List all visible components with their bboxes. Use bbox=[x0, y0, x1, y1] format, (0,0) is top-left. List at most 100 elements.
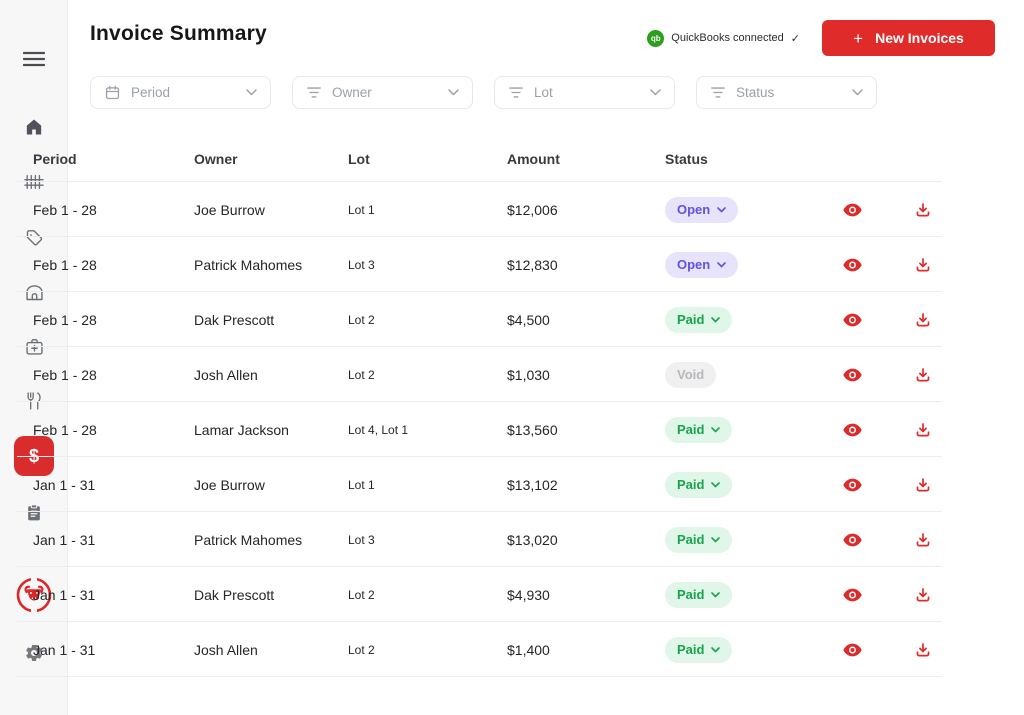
page-title: Invoice Summary bbox=[90, 22, 267, 45]
col-header-status: Status bbox=[665, 150, 708, 167]
col-header-amount: Amount bbox=[507, 150, 560, 167]
download-invoice-button[interactable] bbox=[887, 182, 958, 237]
status-badge[interactable]: Paid bbox=[665, 636, 733, 663]
cell-owner: Joe Burrow bbox=[194, 201, 265, 218]
cell-lot: Lot 2 bbox=[348, 367, 375, 382]
plus-icon: + bbox=[853, 28, 864, 48]
calendar-icon bbox=[105, 85, 120, 100]
cell-amount: $13,020 bbox=[507, 531, 558, 548]
view-invoice-button[interactable] bbox=[817, 182, 887, 237]
status-label: Paid bbox=[677, 587, 705, 602]
eye-icon bbox=[842, 643, 862, 656]
status-badge[interactable]: Paid bbox=[665, 581, 733, 608]
view-invoice-button[interactable] bbox=[817, 457, 887, 512]
download-invoice-button[interactable] bbox=[887, 347, 958, 402]
table-row: Feb 1 - 28 Josh Allen Lot 2 $1,030 Void bbox=[17, 347, 942, 402]
status-badge[interactable]: Void bbox=[665, 361, 717, 388]
chevron-down-icon bbox=[246, 89, 257, 96]
lot-filter[interactable]: Lot bbox=[494, 76, 675, 109]
cell-amount: $4,500 bbox=[507, 311, 550, 328]
cell-amount: $12,006 bbox=[507, 201, 558, 218]
owner-filter[interactable]: Owner bbox=[292, 76, 473, 109]
view-invoice-button[interactable] bbox=[817, 237, 887, 292]
cell-period: Jan 1 - 31 bbox=[33, 641, 96, 658]
download-invoice-button[interactable] bbox=[887, 292, 958, 347]
eye-icon bbox=[842, 368, 862, 381]
barn-icon[interactable] bbox=[0, 281, 68, 303]
cell-lot: Lot 1 bbox=[348, 202, 375, 217]
download-invoice-button[interactable] bbox=[887, 457, 958, 512]
cell-lot: Lot 2 bbox=[348, 587, 375, 602]
table-header: Period Owner Lot Amount Status bbox=[17, 136, 942, 182]
dollar-label: $ bbox=[28, 445, 39, 466]
period-filter[interactable]: Period bbox=[90, 76, 271, 109]
cell-period: Jan 1 - 31 bbox=[33, 476, 96, 493]
eye-icon bbox=[842, 588, 862, 601]
home-icon[interactable] bbox=[0, 117, 68, 137]
download-invoice-button[interactable] bbox=[887, 622, 958, 677]
table-row: Feb 1 - 28 Dak Prescott Lot 2 $4,500 Pai… bbox=[17, 292, 942, 347]
download-icon bbox=[916, 312, 929, 326]
chevron-down-icon bbox=[711, 536, 721, 542]
status-badge[interactable]: Open bbox=[665, 196, 739, 223]
view-invoice-button[interactable] bbox=[817, 512, 887, 567]
status-badge[interactable]: Paid bbox=[665, 306, 733, 333]
chevron-down-icon bbox=[711, 646, 721, 652]
status-badge[interactable]: Paid bbox=[665, 526, 733, 553]
view-invoice-button[interactable] bbox=[817, 402, 887, 457]
fence-icon[interactable] bbox=[0, 172, 68, 192]
download-invoice-button[interactable] bbox=[887, 512, 958, 567]
view-invoice-button[interactable] bbox=[817, 347, 887, 402]
cell-owner: Joe Burrow bbox=[194, 476, 265, 493]
new-invoices-button[interactable]: + New Invoices bbox=[822, 20, 995, 56]
cell-owner: Dak Prescott bbox=[194, 311, 275, 328]
clipboard-icon[interactable] bbox=[0, 501, 68, 523]
status-filter[interactable]: Status bbox=[696, 76, 877, 109]
briefcase-plus-icon[interactable] bbox=[0, 335, 68, 357]
chevron-down-icon bbox=[711, 316, 721, 322]
quickbooks-label: QuickBooks connected bbox=[671, 32, 784, 44]
cell-amount: $12,830 bbox=[507, 256, 558, 273]
cell-owner: Patrick Mahomes bbox=[194, 531, 303, 548]
cell-owner: Dak Prescott bbox=[194, 586, 275, 603]
filter-label: Period bbox=[131, 85, 171, 100]
chevron-down-icon bbox=[852, 89, 863, 96]
cell-lot: Lot 2 bbox=[348, 642, 375, 657]
status-badge[interactable]: Paid bbox=[665, 471, 733, 498]
cell-period: Feb 1 - 28 bbox=[33, 311, 97, 328]
filter-lines-icon bbox=[509, 87, 523, 98]
col-header-lot: Lot bbox=[348, 150, 370, 167]
cell-owner: Josh Allen bbox=[194, 366, 258, 383]
view-invoice-button[interactable] bbox=[817, 292, 887, 347]
view-invoice-button[interactable] bbox=[817, 567, 887, 622]
eye-icon bbox=[842, 203, 862, 216]
cell-lot: Lot 3 bbox=[348, 532, 375, 547]
cell-lot: Lot 3 bbox=[348, 257, 375, 272]
chevron-down-icon bbox=[711, 591, 721, 597]
eye-icon bbox=[842, 423, 862, 436]
download-invoice-button[interactable] bbox=[887, 237, 958, 292]
cell-amount: $13,102 bbox=[507, 476, 558, 493]
download-icon bbox=[916, 642, 929, 656]
cell-period: Jan 1 - 31 bbox=[33, 531, 96, 548]
table-row: Jan 1 - 31 Joe Burrow Lot 1 $13,102 Paid bbox=[17, 457, 942, 512]
chevron-down-icon bbox=[717, 206, 727, 212]
table-row: Feb 1 - 28 Patrick Mahomes Lot 3 $12,830… bbox=[17, 237, 942, 292]
status-label: Paid bbox=[677, 477, 705, 492]
settings-gear-icon[interactable] bbox=[0, 642, 68, 664]
cell-period: Feb 1 - 28 bbox=[33, 256, 97, 273]
download-invoice-button[interactable] bbox=[887, 402, 958, 457]
filter-label: Lot bbox=[534, 85, 553, 100]
menu-icon[interactable] bbox=[0, 50, 68, 68]
tag-icon[interactable] bbox=[0, 227, 68, 249]
download-icon bbox=[916, 257, 929, 271]
download-icon bbox=[916, 367, 929, 381]
status-label: Paid bbox=[677, 642, 705, 657]
download-invoice-button[interactable] bbox=[887, 567, 958, 622]
chevron-down-icon bbox=[711, 426, 721, 432]
status-badge[interactable]: Open bbox=[665, 251, 739, 278]
view-invoice-button[interactable] bbox=[817, 622, 887, 677]
cell-period: Feb 1 - 28 bbox=[33, 421, 97, 438]
download-icon bbox=[916, 422, 929, 436]
status-badge[interactable]: Paid bbox=[665, 416, 733, 443]
